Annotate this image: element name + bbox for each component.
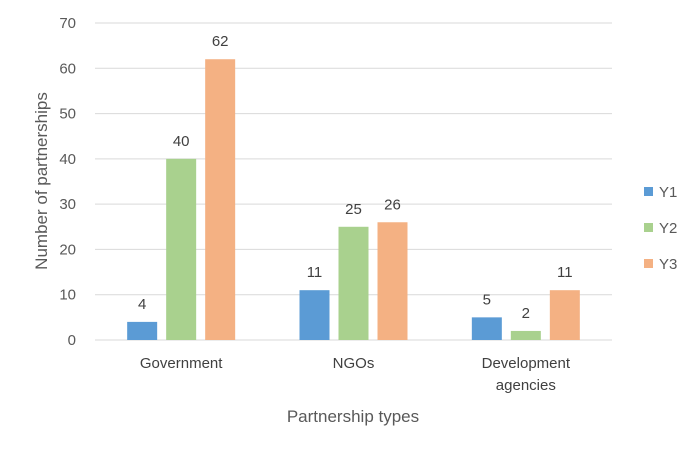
data-label: 26: [384, 196, 401, 213]
y-tick-label: 50: [59, 106, 76, 123]
legend-label-y1: Y1: [659, 184, 677, 201]
data-label: 40: [173, 133, 190, 150]
y-tick-label: 30: [59, 196, 76, 213]
x-axis-title: Partnership types: [287, 407, 419, 426]
data-label: 11: [557, 264, 573, 281]
data-label: 62: [212, 33, 229, 50]
bar-y1: [127, 321, 158, 340]
legend: Y1 Y2 Y3: [644, 184, 677, 273]
data-label: 4: [138, 296, 146, 313]
category-label: Government: [140, 355, 223, 372]
y-axis-title: Number of partnerships: [32, 92, 51, 270]
y-tick-label: 70: [59, 15, 76, 32]
bar-y1: [471, 317, 502, 340]
bar-y1: [299, 290, 330, 340]
legend-swatch-y1: [644, 187, 653, 196]
data-label: 25: [345, 201, 362, 218]
data-label: 2: [522, 305, 530, 322]
y-tick-label: 60: [59, 60, 76, 77]
category-label: Development: [482, 355, 571, 372]
data-label: 5: [483, 291, 491, 308]
data-label: 11: [307, 264, 323, 281]
x-axis-categories: Government NGOs Development agencies: [140, 355, 571, 394]
bar-y3: [205, 59, 236, 340]
bar-y3: [549, 290, 580, 340]
bar-y2: [338, 226, 369, 340]
y-tick-label: 10: [59, 287, 76, 304]
legend-swatch-y3: [644, 259, 653, 268]
y-tick-label: 40: [59, 151, 76, 168]
y-axis-ticks: 0 10 20 30 40 50 60 70: [59, 15, 76, 349]
y-tick-label: 0: [68, 332, 76, 349]
category-label: agencies: [496, 377, 556, 394]
category-label: NGOs: [333, 355, 375, 372]
legend-swatch-y2: [644, 223, 653, 232]
data-labels: 4 40 62 11 25 26 5 2 11: [138, 33, 573, 322]
bar-y2: [510, 330, 541, 340]
bar-y2: [166, 158, 197, 340]
legend-label-y3: Y3: [659, 256, 677, 273]
y-tick-label: 20: [59, 241, 76, 258]
bars: [127, 59, 580, 340]
legend-label-y2: Y2: [659, 220, 677, 237]
bar-y3: [377, 222, 408, 340]
